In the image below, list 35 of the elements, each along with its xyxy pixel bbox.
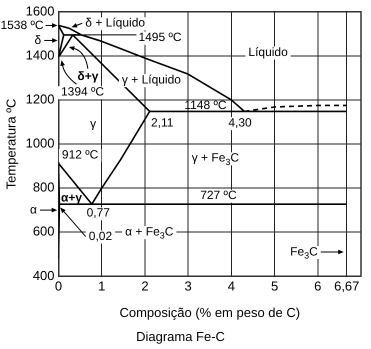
x-tick-label: 5: [270, 278, 278, 294]
x-axis-title: Composição (% em peso de C): [119, 305, 300, 320]
annotation: 727 ºC: [200, 188, 237, 202]
y-tick-label: 1200: [26, 92, 55, 107]
annotation: 2,11: [150, 115, 174, 130]
x-tick-label: 3: [184, 278, 192, 294]
y-tick-label: 600: [32, 224, 55, 239]
annotation: 0,77: [86, 206, 110, 220]
annotation: 1394 ºC: [60, 84, 104, 98]
y-tick-label: 400: [32, 268, 55, 283]
annotation: 4,30: [228, 115, 252, 130]
x-tick-label: 0: [54, 278, 62, 294]
annotation: 1495 ºC: [138, 30, 182, 44]
annotation: δ+γ: [77, 69, 99, 84]
annotation: 0,02: [88, 228, 112, 243]
y-tick-label: 1000: [26, 136, 55, 151]
text: δ: [34, 32, 42, 47]
x-tick-label: 1: [98, 278, 106, 294]
annotation: γ + Líquido: [122, 72, 182, 86]
annotation: Líquido: [248, 44, 288, 59]
annotation: δ + Líquido: [85, 16, 146, 30]
text: Diagrama Fe-C: [136, 328, 225, 344]
annotation: 912 ºC: [62, 147, 99, 162]
x-tick-label: 4: [228, 278, 235, 294]
y-tick-label: 800: [32, 180, 55, 195]
annotation: α+γ: [60, 190, 82, 204]
x-tick-label: 2: [141, 278, 149, 294]
y-axis-title: Temperatura ºC: [3, 98, 18, 190]
y-tick-label: 1400: [26, 47, 55, 62]
text: α: [30, 202, 37, 216]
annotation: 1538 ºC: [0, 18, 44, 32]
x-tick-label: 6,67: [334, 278, 360, 294]
x-tick-label: 6: [314, 278, 322, 294]
annotation: γ: [90, 116, 96, 130]
y-tick-label: 1600: [26, 3, 55, 18]
